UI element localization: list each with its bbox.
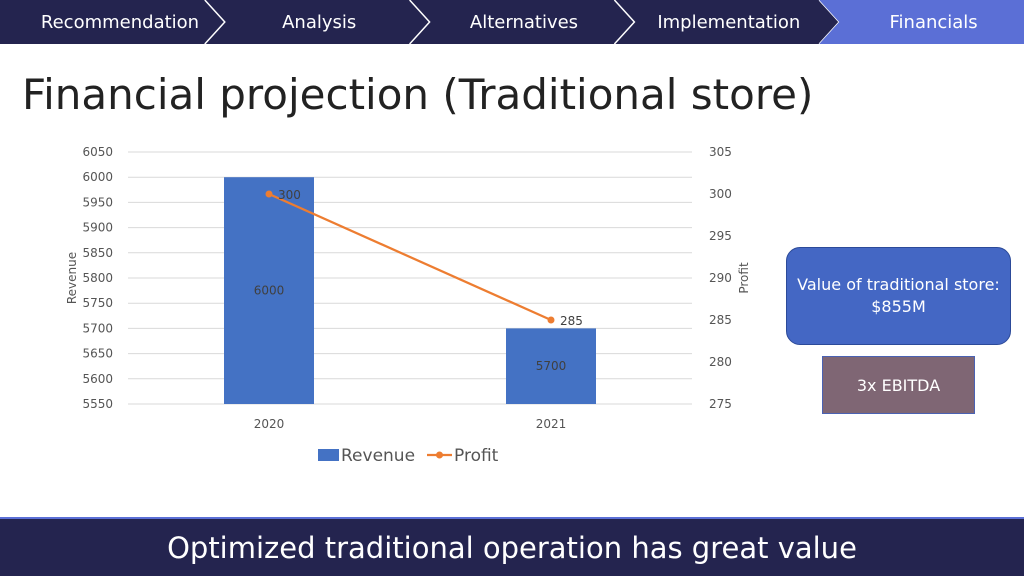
right-axis-tick-label: 305 <box>709 145 732 159</box>
right-axis-tick-label: 275 <box>709 397 732 411</box>
nav-tab-implementation[interactable]: Implementation <box>657 12 800 33</box>
revenue-data-label: 5700 <box>536 359 567 373</box>
left-axis-tick-label: 5650 <box>82 347 113 361</box>
right-axis-tick-label: 295 <box>709 229 732 243</box>
store-value-label: Value of traditional store: <box>797 275 1000 294</box>
left-axis-tick-label: 5950 <box>82 195 113 209</box>
right-axis-title: Profit <box>737 262 751 294</box>
left-axis-tick-label: 5800 <box>82 271 113 285</box>
revenue-bar <box>506 328 596 404</box>
process-nav-bar: Recommendation Analysis Alternatives Implem… <box>0 0 1024 44</box>
nav-chevron-divider <box>613 0 636 44</box>
nav-chevron-divider <box>409 0 431 44</box>
nav-tab-alternatives[interactable]: Alternatives <box>470 12 578 33</box>
store-value-amount: $855M <box>871 297 926 316</box>
left-axis-tick-label: 6050 <box>82 145 113 159</box>
revenue-data-label: 6000 <box>254 284 285 298</box>
right-axis-tick-label: 280 <box>709 355 732 369</box>
left-axis-title: Revenue <box>65 252 79 304</box>
nav-active-chevron <box>819 0 1024 44</box>
profit-point <box>547 316 555 324</box>
legend-profit-label: Profit <box>454 446 499 466</box>
category-label: 2021 <box>536 417 567 431</box>
page-title: Financial projection (Traditional store) <box>22 70 814 119</box>
right-axis-tick-label: 285 <box>709 313 732 327</box>
right-axis-tick-label: 290 <box>709 271 732 285</box>
store-value-callout: Value of traditional store: $855M <box>786 247 1011 345</box>
legend-revenue-swatch <box>318 449 339 461</box>
left-axis-tick-label: 5550 <box>82 397 113 411</box>
profit-line <box>268 192 552 322</box>
left-axis-tick-label: 5900 <box>82 221 113 235</box>
legend-revenue-label: Revenue <box>341 446 415 466</box>
legend-profit-marker <box>436 451 443 459</box>
profit-point <box>265 190 273 198</box>
revenue-bar <box>224 177 314 404</box>
ebitda-multiple-badge: 3x EBITDA <box>822 356 975 414</box>
left-axis-tick-label: 5600 <box>82 372 113 386</box>
left-axis-tick-label: 5850 <box>82 246 113 260</box>
nav-chevron-divider <box>204 0 226 44</box>
profit-data-label: 285 <box>560 314 583 328</box>
left-axis-tick-label: 5700 <box>82 321 113 335</box>
profit-data-label: 300 <box>278 188 301 202</box>
footer-banner: Optimized traditional operation has grea… <box>0 517 1024 576</box>
nav-tab-recommendation[interactable]: Recommendation <box>41 12 199 33</box>
nav-tab-financials[interactable]: Financials <box>889 12 977 33</box>
footer-message: Optimized traditional operation has grea… <box>167 530 857 565</box>
category-label: 2020 <box>254 417 285 431</box>
left-axis-tick-label: 6000 <box>82 170 113 184</box>
nav-tab-analysis[interactable]: Analysis <box>282 12 356 33</box>
right-axis-tick-label: 300 <box>709 187 732 201</box>
ebitda-multiple-label: 3x EBITDA <box>856 375 941 395</box>
revenue-profit-chart: 5550 5600 5650 5700 5750 5800 5850 5900 5950 6000… <box>65 145 751 466</box>
left-axis-tick-label: 5750 <box>82 296 113 310</box>
